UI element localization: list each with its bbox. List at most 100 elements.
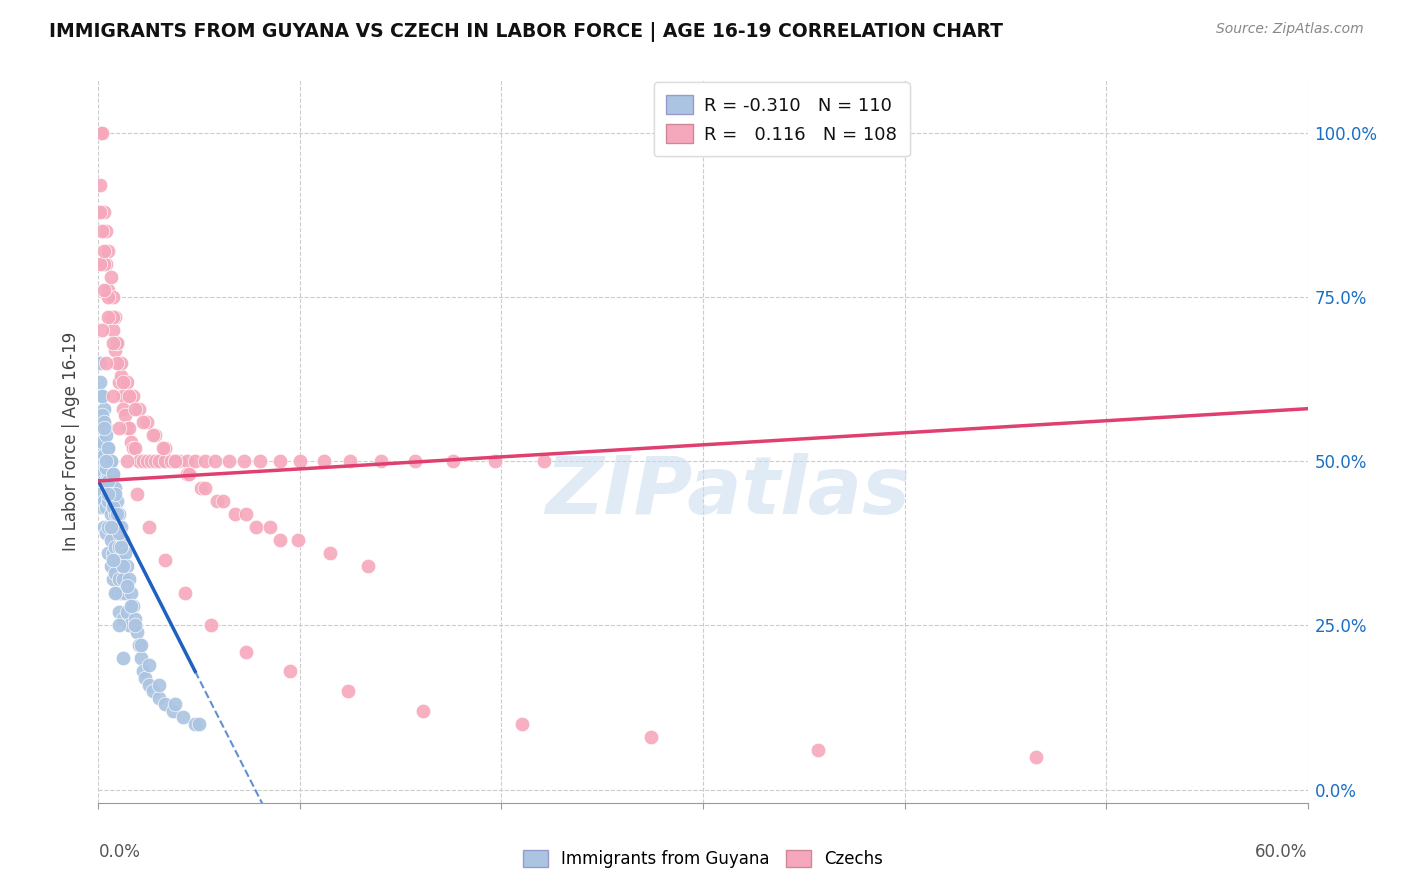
Point xyxy=(118,618,141,632)
Point xyxy=(93,244,115,258)
Point xyxy=(93,401,115,416)
Point xyxy=(167,454,190,468)
Point xyxy=(163,454,186,468)
Point xyxy=(101,493,124,508)
Point xyxy=(287,533,309,547)
Point xyxy=(269,533,291,547)
Point xyxy=(128,638,150,652)
Point xyxy=(100,310,122,324)
Point xyxy=(105,336,128,351)
Point xyxy=(101,500,124,515)
Point xyxy=(121,388,143,402)
Point xyxy=(115,376,138,390)
Point xyxy=(129,638,152,652)
Point xyxy=(124,401,146,416)
Point xyxy=(101,573,124,587)
Point xyxy=(96,257,118,271)
Point xyxy=(176,454,198,468)
Point xyxy=(93,448,115,462)
Point xyxy=(269,454,291,468)
Point xyxy=(510,717,533,731)
Point xyxy=(93,257,115,271)
Point xyxy=(412,704,434,718)
Point xyxy=(357,559,380,574)
Point xyxy=(370,454,392,468)
Point xyxy=(103,310,125,324)
Point xyxy=(115,421,138,435)
Point xyxy=(111,559,134,574)
Point xyxy=(118,421,141,435)
Point xyxy=(97,244,120,258)
Point xyxy=(101,323,124,337)
Point xyxy=(89,454,111,468)
Text: 60.0%: 60.0% xyxy=(1256,843,1308,861)
Point xyxy=(138,677,160,691)
Point xyxy=(110,368,132,383)
Point xyxy=(105,336,128,351)
Point xyxy=(111,401,134,416)
Point xyxy=(101,467,124,482)
Point xyxy=(91,409,114,423)
Point xyxy=(114,409,136,423)
Point xyxy=(101,290,124,304)
Point xyxy=(93,493,115,508)
Point xyxy=(184,717,207,731)
Point xyxy=(110,356,132,370)
Point xyxy=(105,520,128,534)
Point xyxy=(111,612,134,626)
Text: 0.0%: 0.0% xyxy=(98,843,141,861)
Point xyxy=(91,126,114,140)
Point xyxy=(89,204,111,219)
Point xyxy=(200,618,222,632)
Point xyxy=(111,573,134,587)
Point xyxy=(103,507,125,521)
Point xyxy=(190,481,212,495)
Point xyxy=(89,421,111,435)
Point xyxy=(103,566,125,580)
Point xyxy=(337,684,360,698)
Point xyxy=(404,454,426,468)
Point xyxy=(314,454,336,468)
Point xyxy=(114,585,136,599)
Point xyxy=(101,553,124,567)
Point xyxy=(111,388,134,402)
Point xyxy=(97,474,120,488)
Point xyxy=(148,677,170,691)
Point xyxy=(97,546,120,560)
Point xyxy=(278,665,301,679)
Point xyxy=(93,474,115,488)
Point xyxy=(235,645,257,659)
Point xyxy=(100,481,122,495)
Point xyxy=(107,618,129,632)
Point xyxy=(207,493,229,508)
Point xyxy=(101,520,124,534)
Point xyxy=(96,474,118,488)
Point xyxy=(97,441,120,455)
Point xyxy=(96,460,118,475)
Point xyxy=(105,553,128,567)
Point xyxy=(172,710,194,724)
Point xyxy=(96,526,118,541)
Point xyxy=(93,284,115,298)
Point xyxy=(105,585,128,599)
Text: IMMIGRANTS FROM GUYANA VS CZECH IN LABOR FORCE | AGE 16-19 CORRELATION CHART: IMMIGRANTS FROM GUYANA VS CZECH IN LABOR… xyxy=(49,22,1004,42)
Point xyxy=(97,493,120,508)
Point xyxy=(93,421,115,435)
Point xyxy=(1025,749,1047,764)
Point xyxy=(96,421,118,435)
Point xyxy=(319,546,342,560)
Point xyxy=(100,454,122,468)
Point xyxy=(110,553,132,567)
Text: ZIPatlas: ZIPatlas xyxy=(544,453,910,531)
Point xyxy=(143,428,166,442)
Point xyxy=(89,474,111,488)
Point xyxy=(115,559,138,574)
Point xyxy=(107,573,129,587)
Point xyxy=(138,657,160,672)
Point xyxy=(97,467,120,482)
Point xyxy=(93,415,115,429)
Point xyxy=(153,698,176,712)
Point xyxy=(110,540,132,554)
Point xyxy=(120,434,142,449)
Point xyxy=(204,454,226,468)
